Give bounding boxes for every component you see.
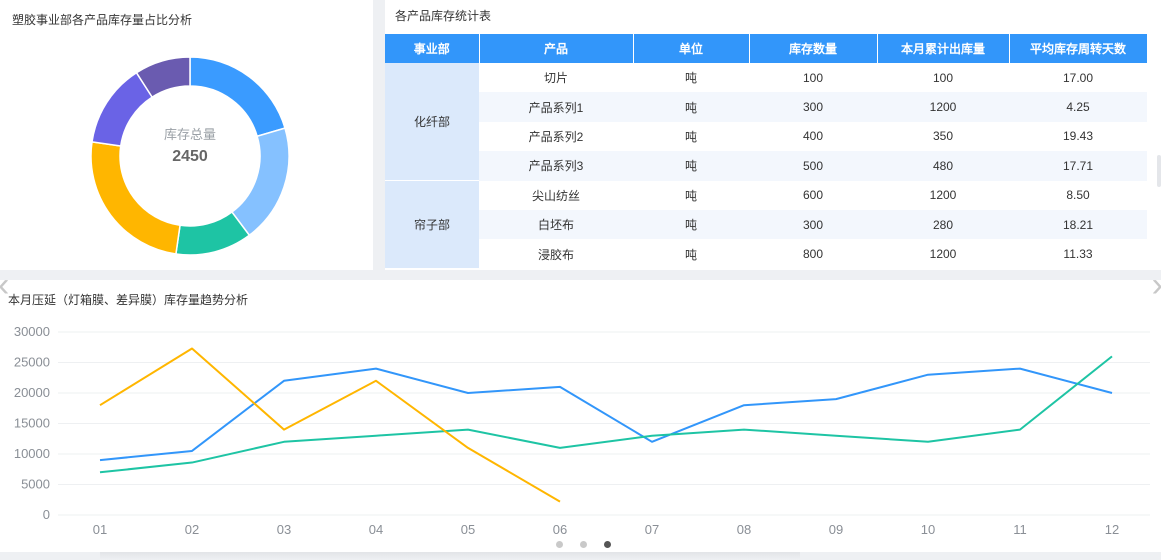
pager-dot[interactable] [580, 541, 587, 548]
avg-turnover-days-cell: 11.33 [1009, 239, 1147, 269]
stock-qty-cell: 600 [749, 180, 877, 210]
carousel-next-icon[interactable]: › [1152, 268, 1161, 302]
unit-cell: 吨 [633, 239, 749, 269]
x-tick-label: 07 [645, 522, 659, 537]
pager-dot[interactable] [556, 541, 563, 548]
table-row[interactable]: 帘子部 尖山纺丝吨 600 1200 8.50 [385, 180, 1147, 270]
avg-turnover-days-cell: 4.25 [1009, 92, 1147, 122]
product-cell: 浸胶布 [479, 239, 633, 269]
trend-panel-title: 本月压延（灯箱膜、差异膜）库存量趋势分析 [8, 293, 249, 307]
stock-qty-cell: 500 [749, 151, 877, 181]
avg-turnover-days-cell: 18.21 [1009, 209, 1147, 240]
product-cell: 产品系列2 [479, 121, 633, 152]
stock-qty-cell: 300 [749, 92, 877, 122]
donut-slice-6[interactable] [135, 56, 191, 99]
product-cell: 产品系列3 [479, 151, 633, 181]
product-cell: 切片 [479, 63, 633, 93]
monthly-outbound-cell: 1200 [877, 180, 1009, 210]
y-tick-label: 20000 [14, 385, 50, 400]
table-scrollbar[interactable] [1157, 155, 1161, 187]
trend-series-line-2[interactable] [99, 355, 1113, 474]
pager-dot[interactable] [604, 541, 611, 548]
x-tick-label: 08 [737, 522, 751, 537]
monthly-outbound-cell: 280 [877, 209, 1009, 240]
stock-qty-cell: 800 [749, 239, 877, 269]
inventory-donut-chart [90, 56, 290, 256]
unit-cell: 吨 [633, 151, 749, 181]
header-product[interactable]: 产品 [479, 34, 634, 63]
y-tick-label: 30000 [14, 324, 50, 339]
table-row[interactable]: 白坯布吨 300 280 18.21 [385, 209, 1147, 240]
x-tick-label: 02 [185, 522, 199, 537]
y-tick-label: 10000 [14, 446, 50, 461]
inventory-table-panel: 各产品库存统计表 事业部 产品 单位 库存数量 本月累计出库量 平均库存周转天数… [385, 0, 1161, 270]
x-tick-label: 04 [369, 522, 383, 537]
product-cell: 尖山纺丝 [479, 180, 633, 210]
stock-qty-cell: 300 [749, 209, 877, 240]
table-row[interactable]: 产品系列1 吨 300 1200 4.25 [385, 92, 1147, 122]
carousel-prev-icon[interactable]: ‹ [0, 268, 9, 302]
inventory-share-panel: 塑胶事业部各产品库存量占比分析 库存总量 2450 [0, 0, 373, 270]
trend-panel: 0 5000 10000 15000 20000 25000 30000 01 02 03 04 05… [0, 280, 1161, 552]
table-panel-title: 各产品库存统计表 [395, 9, 492, 23]
table-row[interactable]: 浸胶布吨 800 1200 11.33 [385, 239, 1147, 269]
unit-cell: 吨 [633, 180, 749, 210]
y-tick-label: 15000 [14, 416, 50, 431]
avg-turnover-days-cell: 17.71 [1009, 151, 1147, 181]
inventory-stats-table: 事业部 产品 单位 库存数量 本月累计出库量 平均库存周转天数 化纤部 切片吨 10… [385, 34, 1148, 270]
monthly-outbound-cell: 1200 [877, 92, 1009, 122]
x-tick-label: 10 [921, 522, 935, 537]
x-tick-label: 09 [829, 522, 843, 537]
division-cell: 帘子部 [385, 180, 479, 270]
x-tick-label: 01 [93, 522, 107, 537]
table-header-row: 事业部 产品 单位 库存数量 本月累计出库量 平均库存周转天数 [385, 34, 1148, 63]
carousel-pager [556, 541, 611, 548]
table-row[interactable]: 产品系列3 吨 500 480 17.71 [385, 151, 1147, 181]
y-tick-label: 5000 [21, 477, 50, 492]
unit-cell: 吨 [633, 92, 749, 122]
trend-series-line-3[interactable] [99, 347, 561, 503]
inventory-trend-chart: 0 5000 10000 15000 20000 25000 30000 01 02 03 04 05… [14, 324, 1150, 537]
y-tick-label: 0 [43, 507, 50, 522]
unit-cell: 吨 [633, 63, 749, 93]
monthly-outbound-cell: 100 [877, 63, 1009, 93]
donut-center-title: 库存总量 [163, 127, 216, 142]
x-tick-label: 03 [277, 522, 291, 537]
x-tick-label: 06 [553, 522, 567, 537]
table-row[interactable]: 化纤部 切片吨 100 100 17.00 [385, 63, 1147, 182]
avg-turnover-days-cell: 8.50 [1009, 180, 1147, 210]
x-tick-label: 12 [1105, 522, 1119, 537]
header-avg-turnover-days[interactable]: 平均库存周转天数 [1009, 34, 1148, 63]
header-unit[interactable]: 单位 [633, 34, 750, 63]
y-tick-label: 25000 [14, 355, 50, 370]
avg-turnover-days-cell: 17.00 [1009, 63, 1147, 93]
bottom-divider [100, 552, 800, 560]
product-cell: 白坯布 [479, 209, 633, 240]
division-cell: 化纤部 [385, 63, 479, 182]
avg-turnover-days-cell: 19.43 [1009, 121, 1147, 152]
table-row[interactable]: 产品系列2 吨 400 350 19.43 [385, 121, 1147, 152]
donut-slice-2[interactable] [230, 127, 290, 237]
monthly-outbound-cell: 480 [877, 151, 1009, 181]
donut-center-value: 2450 [172, 148, 208, 165]
trend-series-line-1[interactable] [99, 367, 1113, 462]
header-monthly-outbound[interactable]: 本月累计出库量 [877, 34, 1010, 63]
product-cell: 产品系列1 [479, 92, 633, 122]
stock-qty-cell: 400 [749, 121, 877, 152]
donut-panel-title: 塑胶事业部各产品库存量占比分析 [12, 13, 193, 27]
header-stock-qty[interactable]: 库存数量 [749, 34, 878, 63]
unit-cell: 吨 [633, 121, 749, 152]
stock-qty-cell: 100 [749, 63, 877, 93]
monthly-outbound-cell: 350 [877, 121, 1009, 152]
unit-cell: 吨 [633, 209, 749, 240]
x-tick-label: 05 [461, 522, 475, 537]
header-division[interactable]: 事业部 [385, 34, 480, 63]
x-tick-label: 11 [1013, 522, 1027, 537]
monthly-outbound-cell: 1200 [877, 239, 1009, 269]
